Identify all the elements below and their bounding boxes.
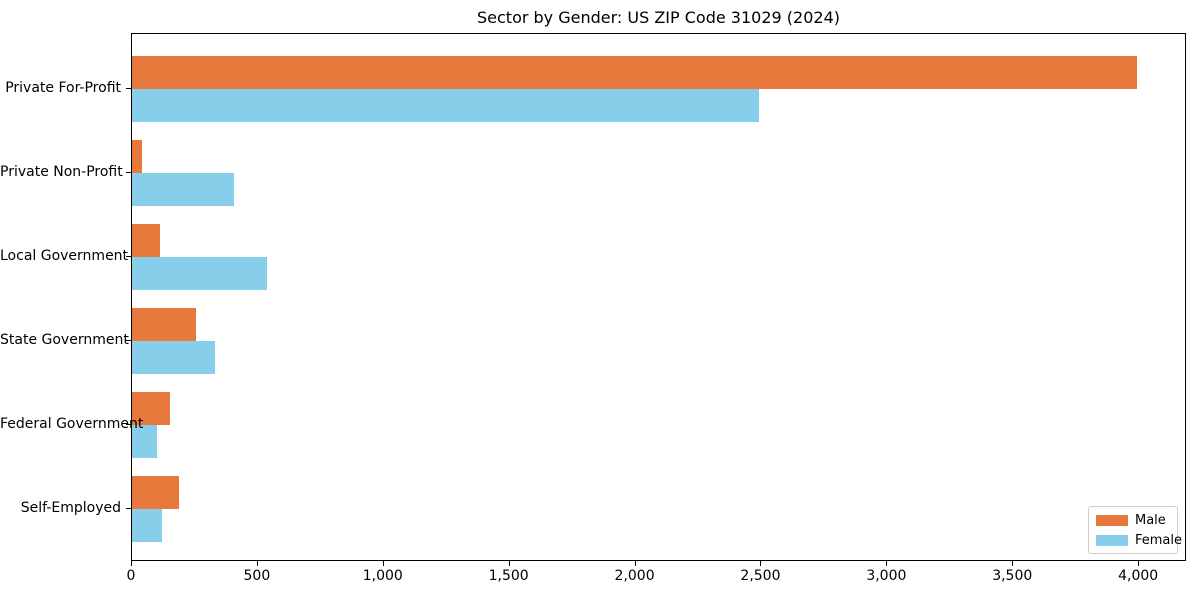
xtick-mark [760, 561, 762, 566]
bar-female-private-for-profit [132, 89, 759, 122]
legend-swatch-female [1096, 534, 1128, 546]
xtick-mark [886, 561, 888, 566]
bar-female-federal-government [132, 425, 158, 458]
legend: Male Female [1088, 506, 1182, 554]
ytick-label-private-for-profit: Private For-Profit [5, 80, 121, 96]
xtick-label-1500: 1,500 [488, 568, 529, 584]
legend-entry-male: Male [1096, 512, 1170, 528]
legend-label-male: Male [1135, 512, 1166, 528]
xtick-mark [634, 561, 636, 566]
xtick-label-4000: 4,000 [1118, 568, 1159, 584]
ytick-label-private-non-profit: Private Non-Profit [0, 164, 123, 180]
xtick-label-3000: 3,000 [866, 568, 907, 584]
xtick-label-0: 0 [126, 568, 136, 584]
ytick-mark [126, 88, 131, 89]
xtick-label-3500: 3,500 [992, 568, 1033, 584]
xtick-mark [131, 561, 132, 566]
legend-swatch-male [1096, 514, 1128, 526]
xtick-mark [382, 561, 384, 566]
bar-female-self-employed [132, 509, 163, 542]
xtick-label-2500: 2,500 [740, 568, 781, 584]
ytick-label-federal-government: Federal Government [0, 416, 144, 432]
xtick-label-2000: 2,000 [614, 568, 655, 584]
ytick-mark [126, 508, 131, 509]
bar-female-private-non-profit [132, 173, 234, 206]
xtick-mark [508, 561, 510, 566]
ytick-mark [126, 424, 131, 425]
legend-label-female: Female [1135, 532, 1183, 548]
bar-male-local-government [132, 224, 160, 257]
legend-entry-female: Female [1096, 532, 1182, 548]
ytick-mark [126, 172, 131, 173]
bar-male-federal-government [132, 392, 170, 425]
ytick-label-self-employed: Self-Employed [20, 500, 121, 516]
bar-female-state-government [132, 341, 216, 374]
xtick-mark [1012, 561, 1014, 566]
ytick-label-local-government: Local Government [0, 248, 129, 264]
ytick-label-state-government: State Government [0, 332, 129, 348]
bar-male-private-for-profit [132, 56, 1137, 89]
ytick-mark [126, 256, 131, 257]
bar-male-state-government [132, 308, 197, 341]
xtick-mark [1138, 561, 1140, 566]
xtick-mark [256, 561, 258, 566]
xtick-label-500: 500 [243, 568, 271, 584]
ytick-mark [126, 340, 131, 341]
chart-title: Sector by Gender: US ZIP Code 31029 (202… [477, 8, 840, 27]
xtick-label-1000: 1,000 [362, 568, 403, 584]
bar-male-self-employed [132, 476, 179, 509]
plot-area [131, 33, 1186, 561]
bar-male-private-non-profit [132, 140, 143, 173]
bar-female-local-government [132, 257, 267, 290]
